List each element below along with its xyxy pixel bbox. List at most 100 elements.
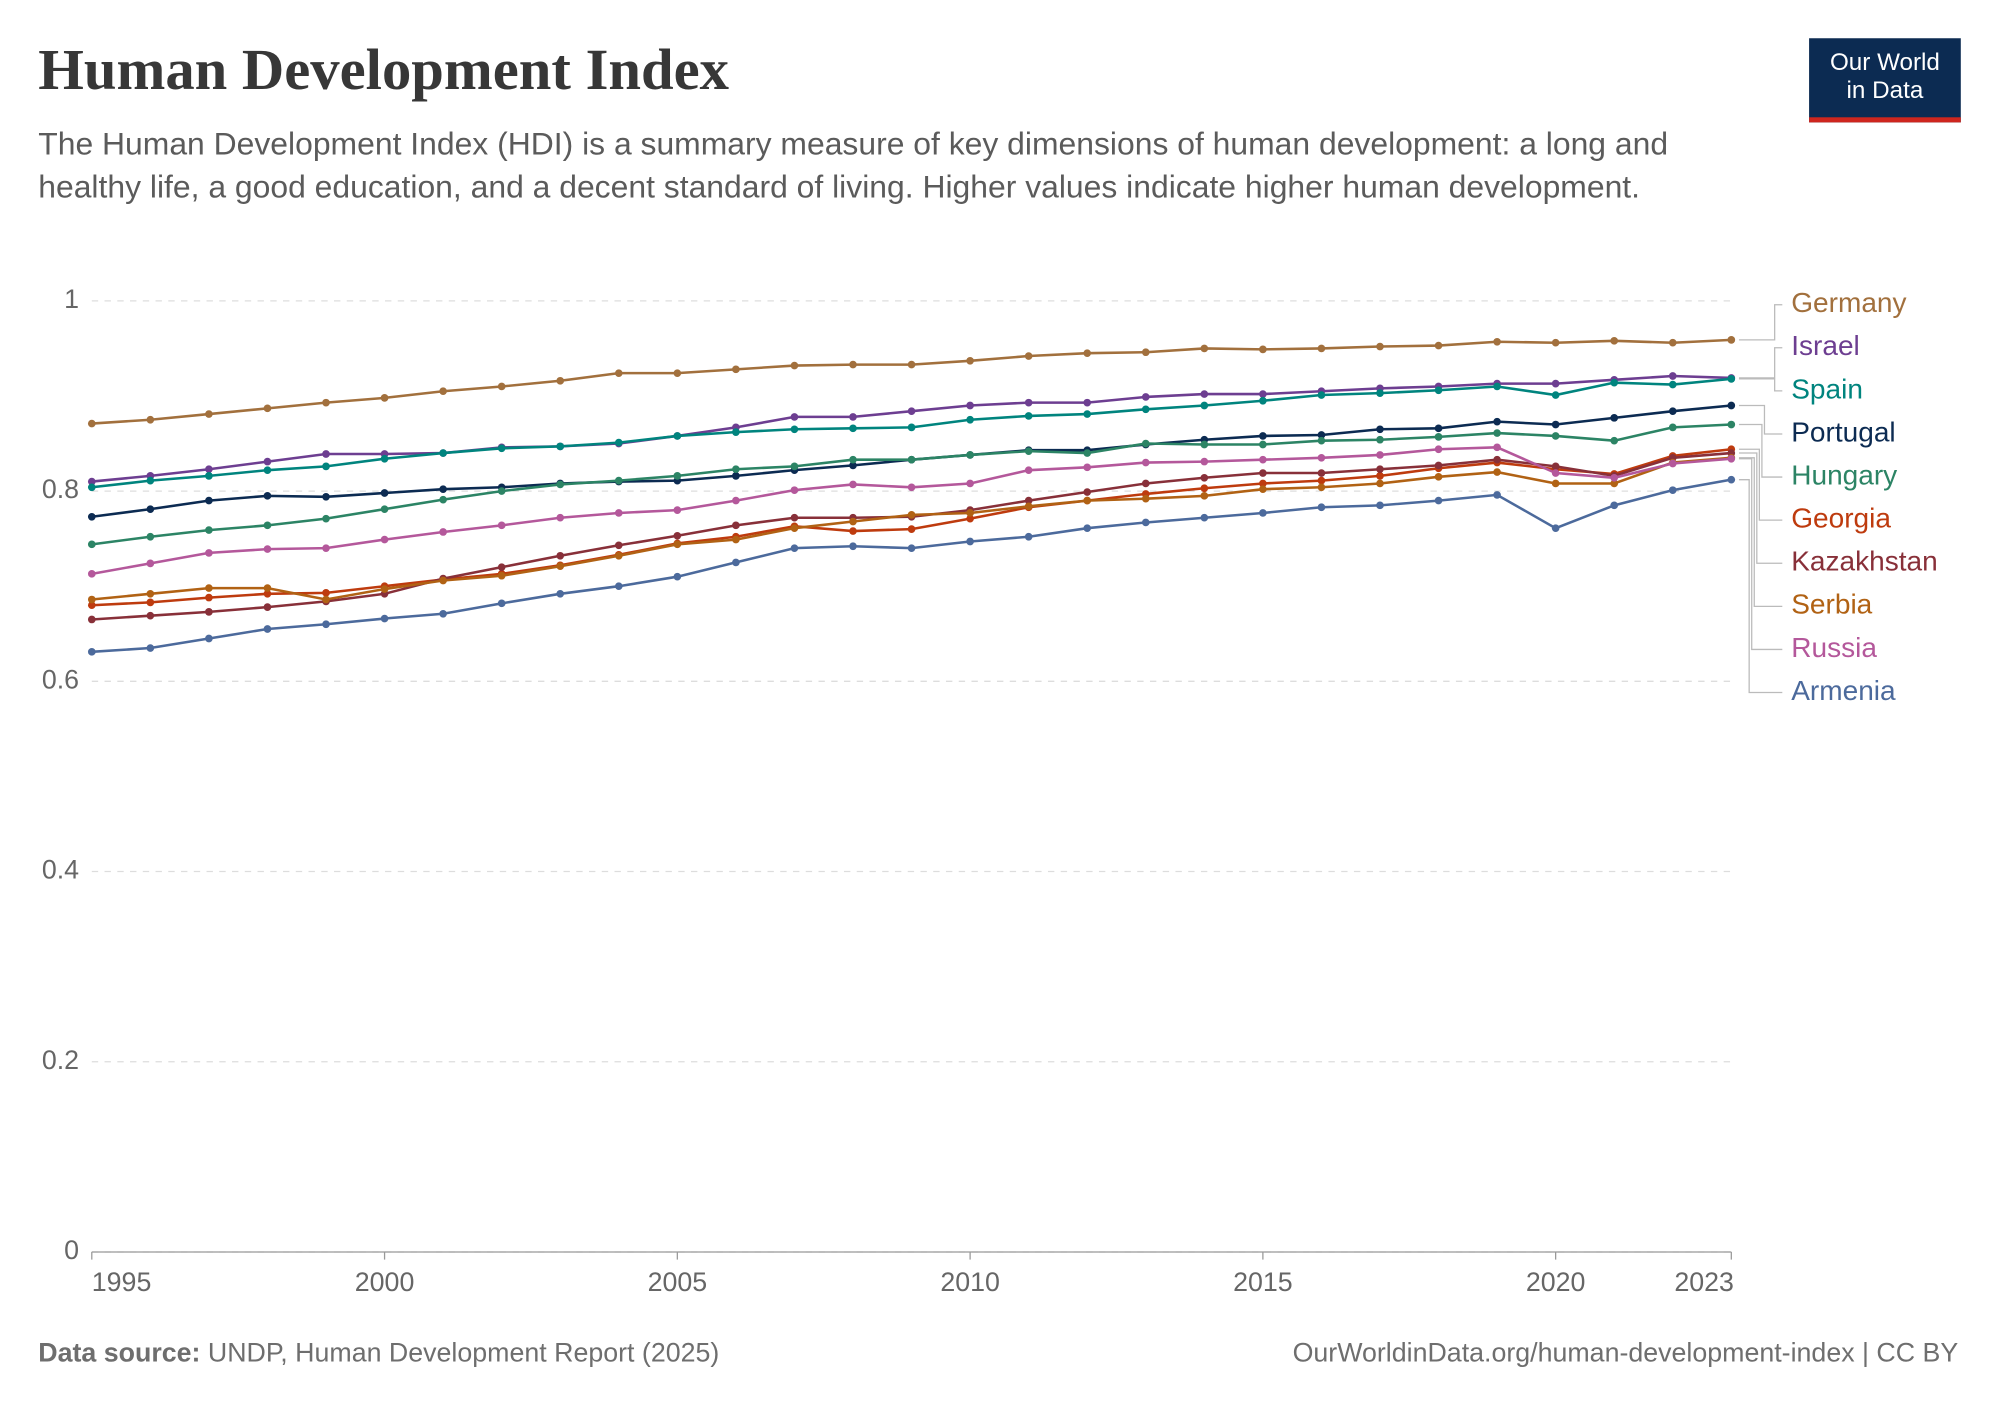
data-point [146, 532, 155, 541]
logo-line: in Data [1846, 77, 1924, 105]
data-point [380, 614, 389, 623]
data-point [380, 505, 389, 513]
data-point [87, 570, 96, 578]
data-point [849, 461, 857, 470]
data-point [263, 466, 272, 474]
data-point [87, 483, 96, 492]
data-point [556, 480, 565, 489]
data-point [1024, 532, 1033, 541]
data-point [497, 444, 506, 453]
data-point [1551, 379, 1560, 388]
data-point [146, 644, 155, 652]
legend-connector [1738, 448, 1783, 521]
data-point [1376, 472, 1384, 480]
data-point [1727, 454, 1736, 463]
data-point [1434, 461, 1443, 470]
data-point [849, 542, 857, 551]
data-point [614, 551, 623, 560]
data-point [614, 541, 623, 550]
data-point [1024, 352, 1033, 360]
data-point [87, 477, 96, 486]
data-point [1668, 407, 1677, 416]
data-point [1551, 432, 1560, 440]
data-point [1376, 479, 1384, 488]
data-point [87, 647, 96, 656]
data-point [263, 589, 272, 598]
data-point [1024, 398, 1033, 407]
data-point [790, 462, 799, 471]
data-point [1200, 457, 1209, 466]
chart-subtitle: The Human Development Index (HDI) is a s… [38, 126, 1669, 206]
data-point [322, 398, 330, 407]
data-point [556, 562, 565, 571]
source-label: Data source: [38, 1338, 201, 1368]
data-point [1668, 423, 1677, 432]
data-point [1141, 494, 1150, 503]
data-point [732, 535, 740, 544]
series-line [91, 478, 1732, 654]
url[interactable]: OurWorldinData.org/human-development-ind… [1292, 1338, 1959, 1368]
data-point [1668, 459, 1677, 468]
data-point [1610, 473, 1619, 482]
data-point [322, 544, 330, 552]
data-point [907, 483, 916, 492]
data-point [1376, 451, 1384, 459]
data-point [1317, 431, 1326, 439]
data-point [146, 598, 155, 607]
data-point [263, 457, 272, 466]
data-point [146, 589, 155, 598]
legend-connector [1738, 347, 1783, 379]
data-point [497, 521, 506, 530]
data-point [439, 576, 447, 585]
data-point [1200, 473, 1209, 482]
data-point [1376, 435, 1384, 444]
data-point [322, 595, 330, 604]
data-point [732, 465, 740, 474]
x-tick-label: 2015 [1233, 1267, 1293, 1297]
data-point [1141, 518, 1150, 527]
data-point [1083, 449, 1092, 457]
data-point [1727, 401, 1736, 410]
chart-title: Human Development Index [38, 36, 730, 102]
data-point [1024, 447, 1033, 455]
data-point [322, 514, 330, 523]
x-tick-label: 2000 [355, 1267, 415, 1297]
data-point [732, 521, 740, 530]
data-point [966, 356, 974, 365]
data-point [380, 394, 389, 402]
data-point [966, 451, 974, 459]
data-point [1727, 475, 1736, 484]
legend-label: Kazakhstan [1791, 546, 1937, 577]
data-point [1493, 443, 1501, 452]
data-point [1141, 479, 1150, 488]
x-tick-label: 2023 [1674, 1267, 1734, 1297]
data-point [263, 545, 272, 553]
data-point [87, 540, 96, 549]
data-point [556, 589, 565, 598]
data-point [1551, 469, 1560, 477]
data-point [1083, 496, 1092, 505]
data-point [497, 563, 506, 572]
data-point [380, 535, 389, 544]
data-point [87, 419, 96, 428]
legend-connector [1738, 404, 1783, 435]
data-point [1668, 380, 1677, 389]
legend-label: Portugal [1791, 416, 1895, 447]
data-point [205, 496, 213, 505]
data-point [1259, 509, 1267, 517]
logo[interactable]: Our World in Data [1809, 38, 1961, 123]
data-point [1259, 440, 1267, 449]
data-point [1083, 398, 1092, 407]
data-point [1317, 476, 1326, 485]
data-point [849, 480, 857, 489]
data-point [1083, 349, 1092, 358]
data-point [1141, 405, 1150, 414]
data-point [439, 609, 447, 618]
data-point [966, 415, 974, 424]
data-point [556, 442, 565, 451]
data-point [146, 476, 155, 485]
data-point [205, 634, 213, 643]
data-point [1259, 432, 1267, 440]
data-point [614, 476, 623, 485]
